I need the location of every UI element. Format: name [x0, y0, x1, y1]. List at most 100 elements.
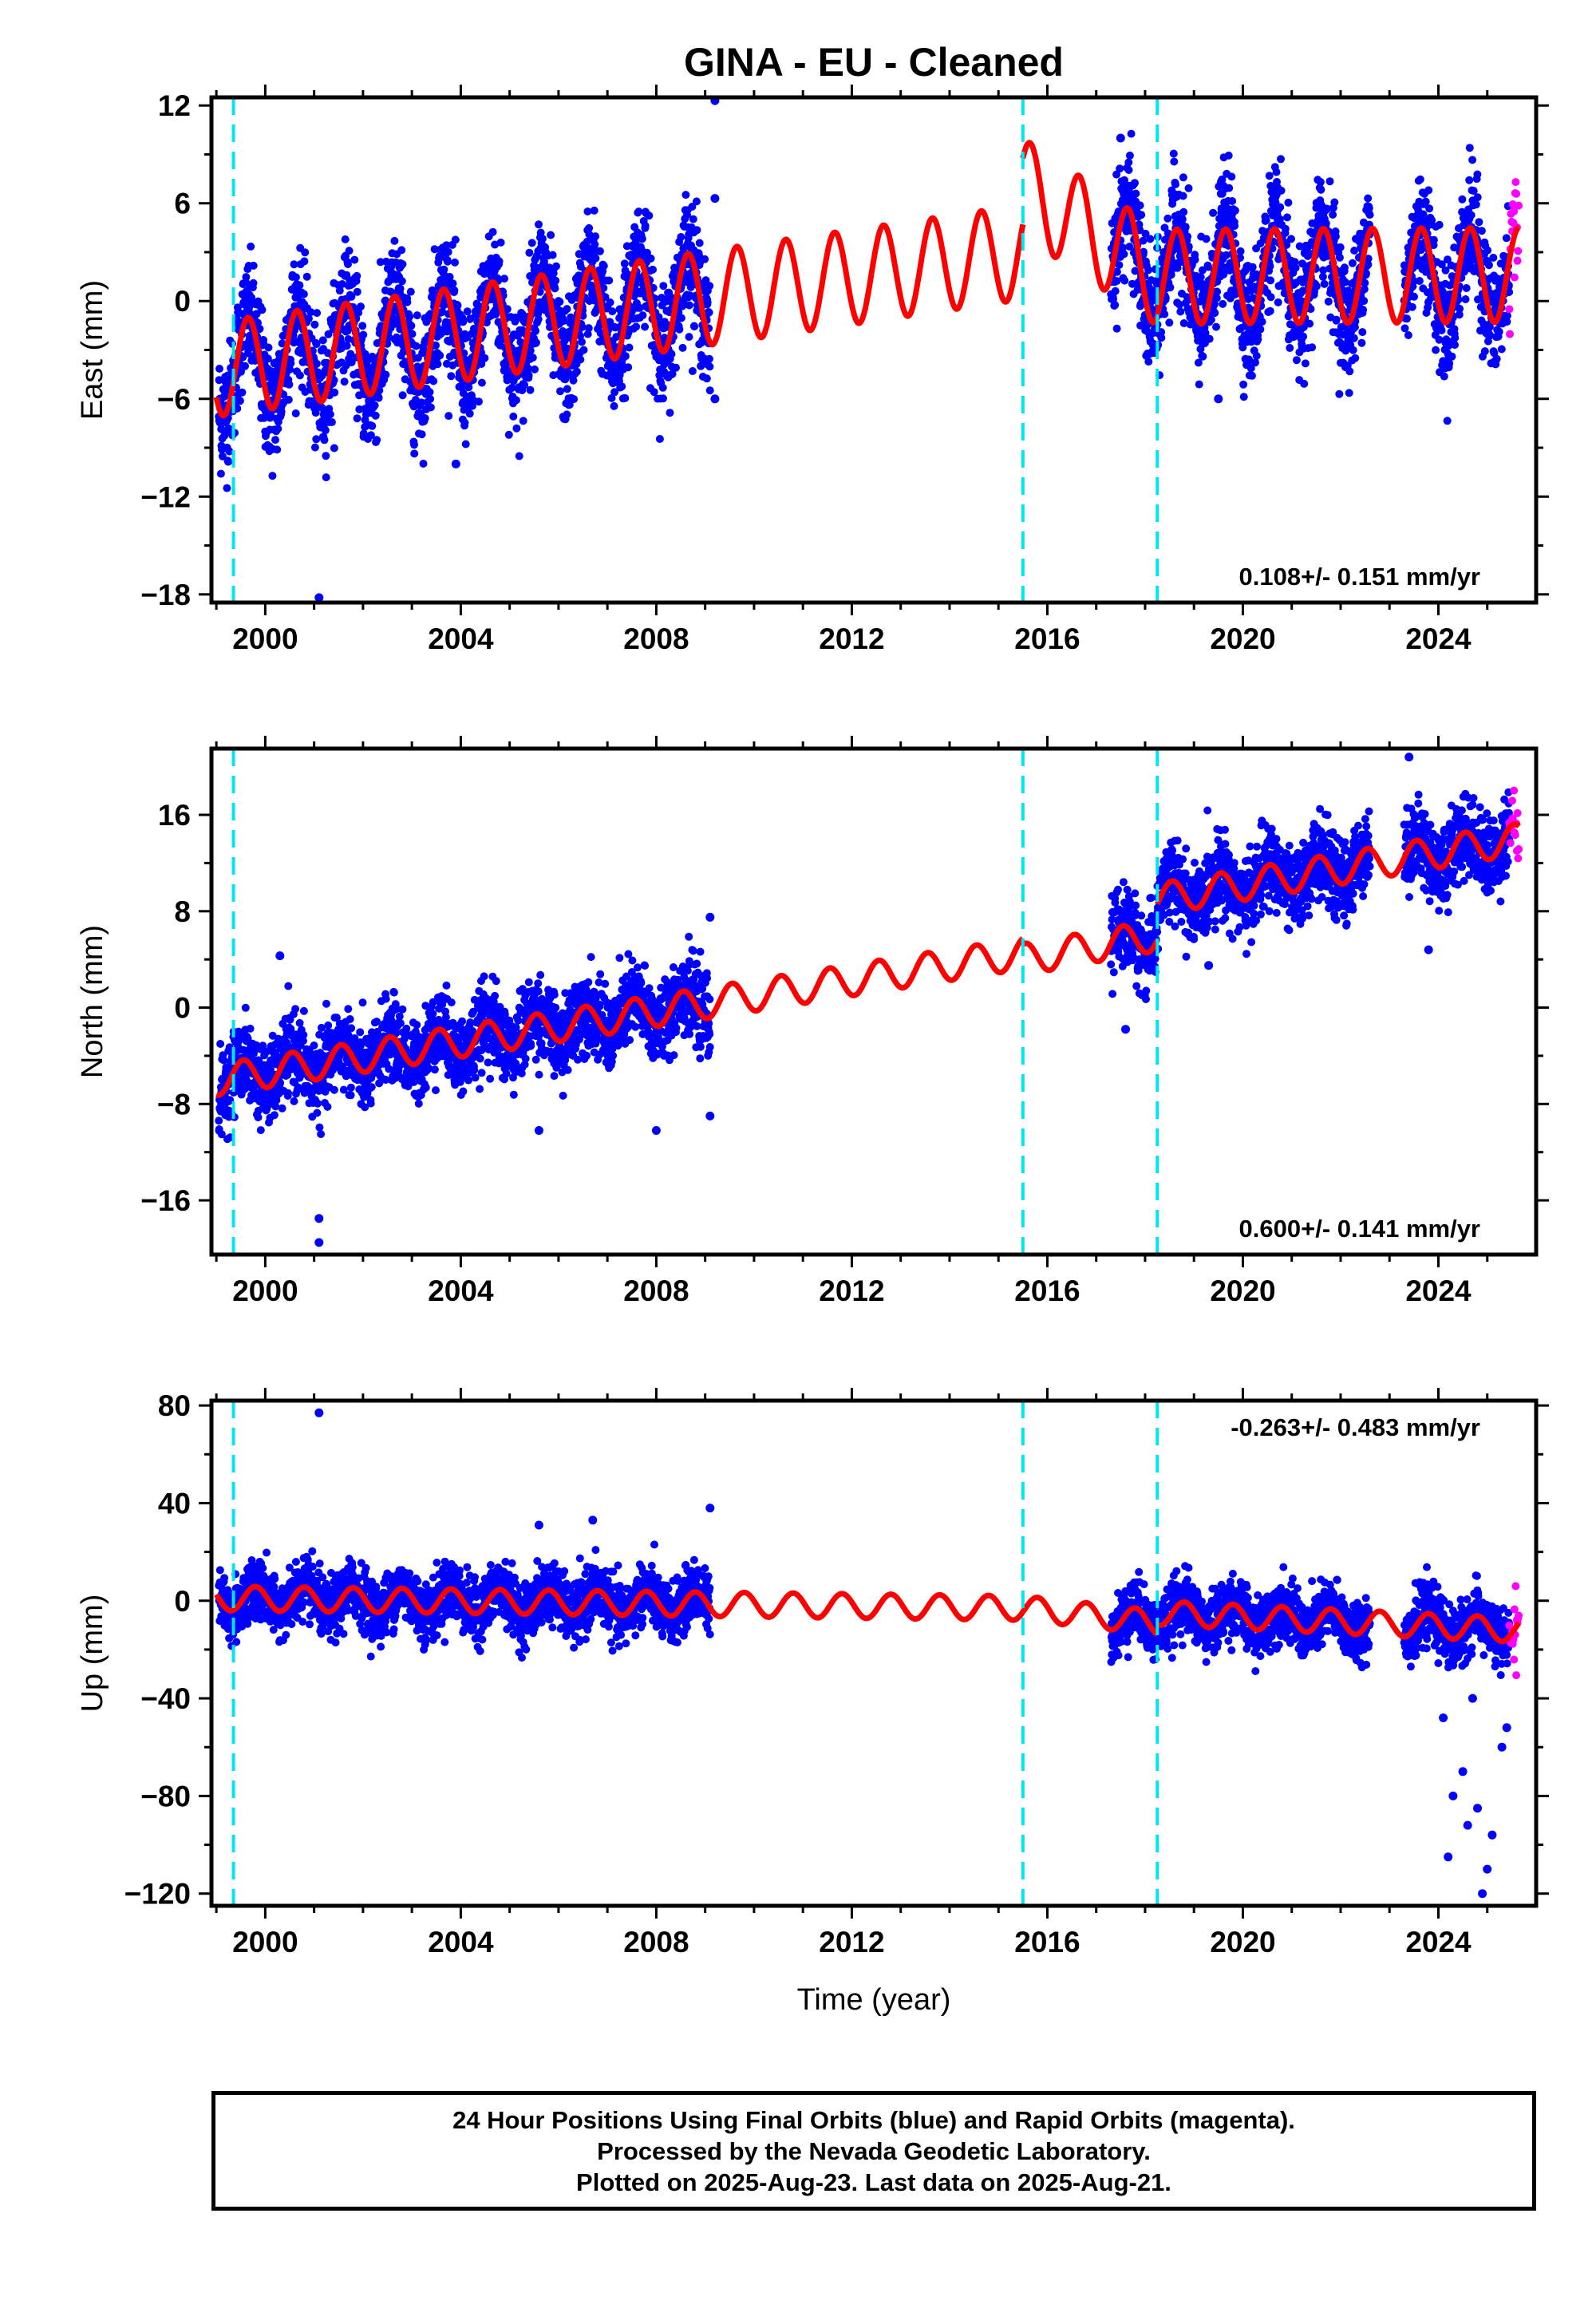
outlier-point [710, 394, 720, 404]
final-orbit-point [692, 197, 701, 206]
final-orbit-point [1432, 346, 1440, 354]
final-orbit-point [311, 409, 320, 417]
final-orbit-point [1448, 352, 1456, 361]
final-orbit-point [1443, 417, 1452, 425]
final-orbit-point [547, 231, 555, 239]
final-orbit-point [1415, 277, 1424, 285]
final-orbit-point [1465, 144, 1474, 152]
final-orbit-point [1120, 250, 1128, 259]
final-orbit-point [1473, 193, 1482, 202]
final-orbit-point [1360, 297, 1369, 305]
final-orbit-point [705, 308, 713, 317]
final-orbit-point [625, 343, 634, 352]
final-orbit-point [605, 276, 614, 285]
final-orbit-point [241, 362, 249, 370]
final-orbit-point [690, 322, 699, 331]
rapid-orbit-point [1512, 189, 1521, 198]
rapid-orbit-point [1513, 256, 1522, 265]
final-orbit-point [705, 386, 714, 395]
y-tick-label: −12 [140, 480, 191, 513]
final-orbit-point [374, 393, 383, 402]
final-orbit-point [371, 411, 380, 420]
final-orbit-point [353, 271, 361, 280]
final-orbit-point [322, 358, 331, 367]
panel-east: 2000 2004 2008 2012 2016 2020 2024−18−12−60612… [76, 85, 1549, 655]
final-orbit-point [551, 284, 559, 293]
final-orbit-point [252, 310, 261, 318]
final-orbit-point [1225, 184, 1234, 192]
final-orbit-point [595, 247, 604, 255]
final-orbit-point [344, 260, 352, 268]
final-orbit-point [624, 329, 633, 338]
final-orbit-point [1258, 318, 1266, 326]
final-orbit-point [410, 449, 419, 458]
final-orbit-point [417, 398, 426, 407]
final-orbit-point [1332, 315, 1341, 324]
final-orbit-point [1231, 206, 1239, 215]
final-orbit-point [677, 233, 685, 241]
final-orbit-point [1495, 327, 1503, 336]
final-orbit-point [703, 298, 712, 306]
final-orbit-point [585, 223, 594, 232]
final-orbit-point [695, 239, 704, 247]
final-orbit-point [512, 424, 521, 433]
final-orbit-point [1277, 186, 1286, 195]
final-orbit-point [1276, 203, 1285, 211]
final-orbit-point [1477, 227, 1486, 235]
final-orbit-point [503, 305, 512, 314]
final-orbit-point [1424, 186, 1433, 195]
final-orbit-point [291, 273, 300, 282]
final-orbit-point [563, 385, 571, 393]
final-orbit-point [425, 388, 434, 397]
final-orbit-point [390, 236, 399, 245]
final-orbit-point [535, 220, 543, 229]
final-orbit-point [1410, 292, 1418, 301]
outlier-point [451, 459, 460, 468]
final-orbit-point [1179, 173, 1187, 182]
final-orbit-point [235, 397, 244, 405]
rapid-orbit-point [1506, 330, 1514, 338]
final-orbit-point [650, 388, 658, 397]
final-orbit-point [1207, 315, 1215, 324]
final-orbit-point [357, 302, 365, 311]
final-orbit-point [526, 271, 535, 280]
final-orbit-point [346, 350, 355, 358]
x-tick-label: 2020 [1210, 622, 1275, 655]
final-orbit-point [291, 1005, 300, 1014]
final-orbit-point [1329, 211, 1337, 219]
final-orbit-point [284, 1089, 292, 1097]
final-orbit-point [705, 282, 714, 290]
final-orbit-point [346, 1015, 354, 1023]
final-orbit-point [1286, 344, 1294, 352]
final-orbit-point [315, 1123, 324, 1132]
final-orbit-point [1274, 298, 1282, 306]
final-orbit-point [1128, 279, 1136, 288]
final-orbit-point [1458, 195, 1467, 204]
final-orbit-point [667, 350, 676, 358]
final-orbit-point [563, 410, 571, 419]
final-orbit-point [1345, 367, 1354, 376]
final-orbit-point [1179, 192, 1187, 200]
final-orbit-point [421, 1083, 430, 1092]
final-orbit-point [578, 322, 587, 331]
final-orbit-point [701, 255, 709, 263]
final-orbit-point [519, 417, 527, 425]
final-orbit-point [376, 258, 385, 267]
final-orbit-point [1224, 151, 1233, 160]
final-orbit-point [273, 445, 282, 454]
final-orbit-point [444, 412, 453, 421]
final-orbit-point [1170, 157, 1179, 166]
final-orbit-point [1331, 232, 1340, 241]
final-orbit-point [500, 275, 508, 283]
final-orbit-point [1178, 215, 1187, 223]
final-orbit-point [335, 287, 344, 295]
final-orbit-point [312, 340, 321, 348]
final-orbit-point [1324, 297, 1333, 306]
final-orbit-point [1445, 359, 1454, 368]
final-orbit-point [702, 374, 711, 383]
final-orbit-point [270, 1111, 279, 1120]
final-orbit-point [701, 276, 710, 285]
final-orbit-point [438, 307, 447, 316]
final-orbit-point [705, 354, 713, 363]
